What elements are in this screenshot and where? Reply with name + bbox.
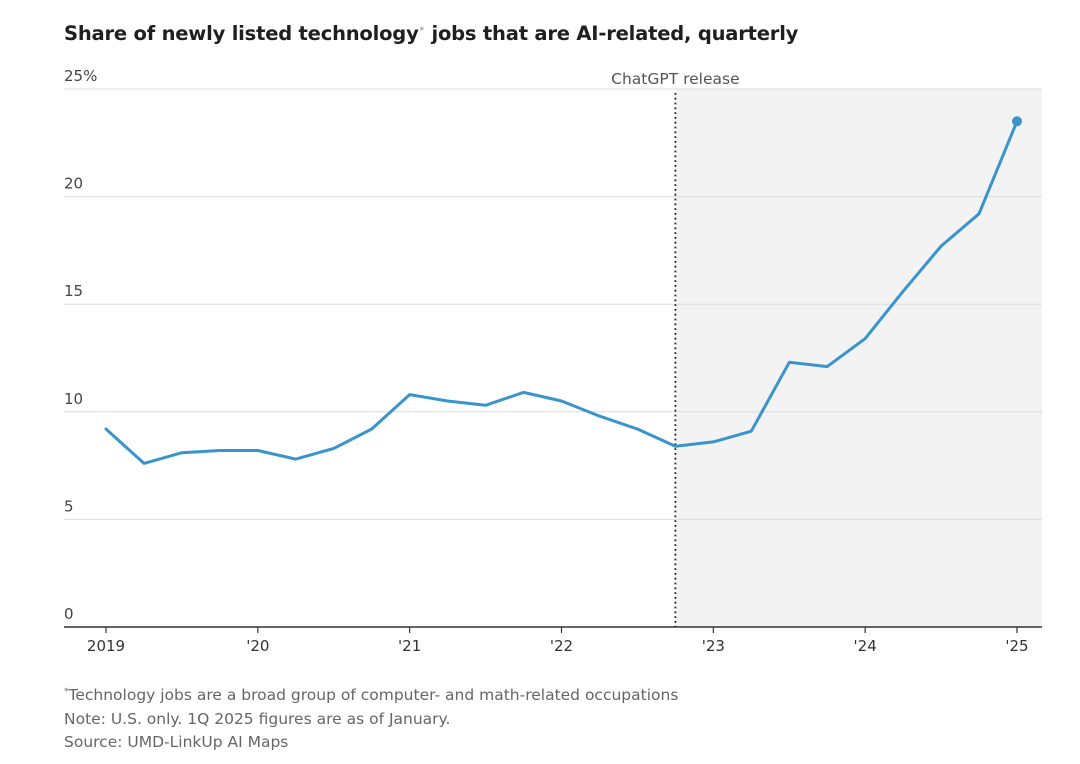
y-tick-label: 15	[64, 282, 83, 300]
gridlines	[64, 88, 1042, 520]
title-text-end: jobs that are AI-related, quarterly	[424, 22, 799, 45]
x-axis	[64, 626, 1042, 633]
x-axis-tick-labels: 2019 '20 '21 '22 '23 '24 '25	[87, 637, 1029, 655]
y-axis-tick-labels: 25% 20 15 10 5 0	[64, 67, 97, 623]
post-release-shading	[675, 89, 1042, 627]
shaded-region	[675, 89, 1042, 627]
x-tick-label: '22	[550, 637, 573, 655]
x-tick-label: '23	[702, 637, 725, 655]
y-tick-label: 5	[64, 497, 74, 515]
y-tick-label: 10	[64, 390, 83, 408]
x-tick-label: '25	[1005, 637, 1028, 655]
title-text-start: Share of newly listed technology	[64, 22, 419, 45]
footnote-mark: *	[64, 687, 69, 697]
x-tick-label: '21	[398, 637, 421, 655]
source-text: Source: UMD-LinkUp AI Maps	[64, 733, 289, 752]
chatgpt-release-annotation: ChatGPT release	[611, 70, 740, 627]
title-footnote-mark: *	[419, 25, 425, 36]
series-line	[104, 119, 1019, 465]
chart-title: Share of newly listed technology* jobs t…	[64, 22, 798, 45]
ai-job-share-series	[104, 116, 1022, 465]
line-chart: 25% 20 15 10 5 0 2019 '20 '21 '22 '23 '24 '25 ChatG…	[64, 67, 1042, 655]
footnote-text: Technology jobs are a broad group of com…	[68, 686, 679, 705]
x-tick-label: '20	[246, 637, 269, 655]
x-tick-label: 2019	[87, 637, 125, 655]
y-tick-label: 25%	[64, 67, 97, 85]
chart-notes: *Technology jobs are a broad group of co…	[64, 681, 678, 755]
note-text: Note: U.S. only. 1Q 2025 figures are as …	[64, 709, 451, 728]
x-tick-label: '24	[854, 637, 877, 655]
y-tick-label: 0	[64, 605, 74, 623]
annotation-label: ChatGPT release	[611, 70, 740, 88]
last-data-point	[1012, 116, 1022, 127]
footnote: *Technology jobs are a broad group of co…	[64, 681, 678, 708]
y-tick-label: 20	[64, 175, 83, 193]
